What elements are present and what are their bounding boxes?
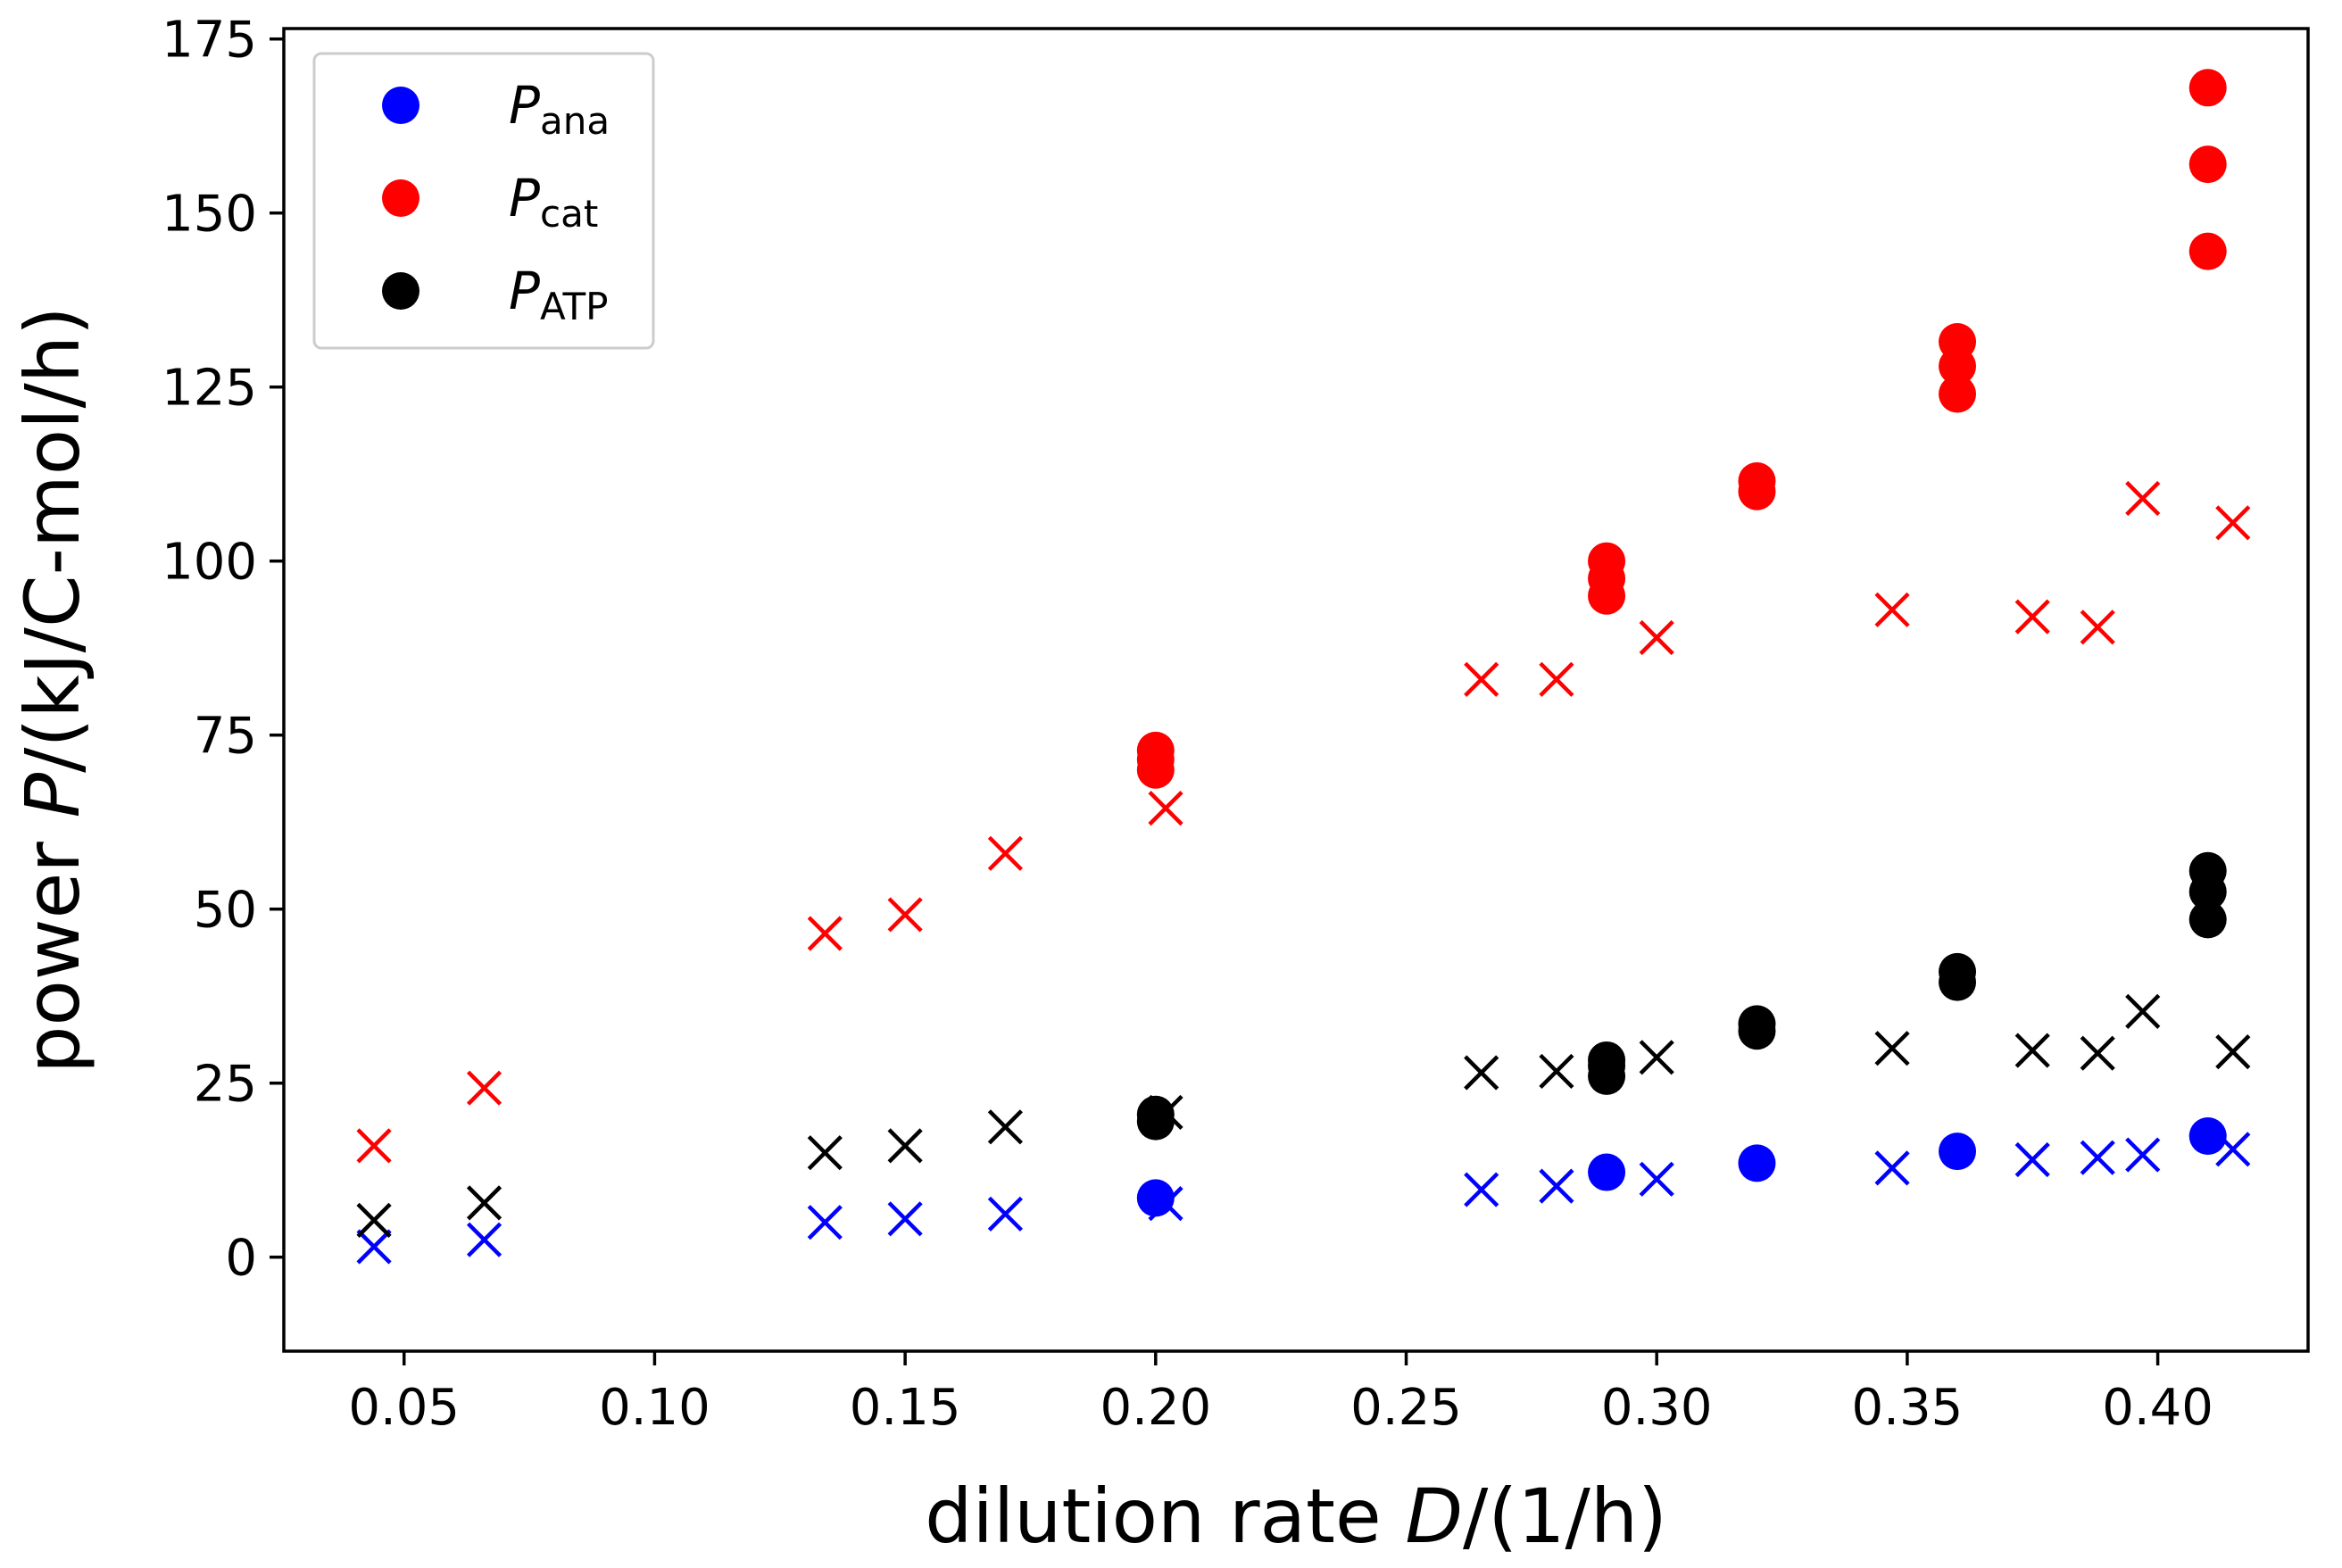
point-3-10 (2014, 1141, 2050, 1178)
point-5-10 (2014, 1033, 2050, 1068)
x-tick-label-7: 0.40 (2102, 1379, 2213, 1437)
point-1-2 (1136, 731, 1175, 769)
x-tick-label-5: 0.30 (1601, 1379, 1713, 1437)
point-3-0 (356, 1229, 392, 1265)
x-tick-label-6: 0.35 (1852, 1379, 1964, 1437)
x-axis-label: dilution rate D/(1/h) (925, 1473, 1667, 1560)
point-3-1 (466, 1222, 502, 1257)
point-2-4 (1588, 1041, 1626, 1079)
series-5 (356, 993, 2251, 1238)
point-0-2 (1738, 1144, 1776, 1182)
point-4-0 (356, 1128, 392, 1164)
point-5-2 (807, 1135, 843, 1171)
point-0-4 (2188, 1116, 2227, 1155)
point-4-4 (987, 835, 1023, 871)
data-points (356, 69, 2251, 1265)
point-2-6 (1738, 1005, 1776, 1043)
point-1-8 (1939, 375, 1977, 413)
point-5-0 (356, 1202, 392, 1238)
point-4-7 (1539, 661, 1574, 697)
point-3-8 (1639, 1161, 1674, 1197)
series-0 (1136, 1116, 2227, 1217)
y-tick-label-7: 175 (162, 12, 257, 70)
legend-label-atp: PATP (509, 261, 608, 328)
y-tick-label-0: 0 (225, 1230, 257, 1288)
point-4-13 (2215, 505, 2251, 541)
axis-ticks: 0.05 0.10 0.15 0.20 0.25 0.30 0.35 0.40 0 25 50 75 1… (162, 12, 2213, 1437)
x-tick-label-4: 0.25 (1350, 1379, 1462, 1437)
point-3-12 (2125, 1137, 2161, 1173)
y-tick-label-1: 25 (194, 1056, 257, 1114)
point-3-3 (887, 1201, 923, 1237)
x-tick-label-1: 0.10 (599, 1379, 710, 1437)
point-5-8 (1639, 1040, 1674, 1075)
point-0-3 (1939, 1132, 1977, 1171)
legend: Pana Pcat PATP (312, 52, 655, 350)
point-4-9 (1874, 592, 1910, 627)
legend-marker-atp (382, 272, 419, 310)
point-5-3 (887, 1128, 923, 1164)
point-4-5 (1148, 791, 1183, 826)
point-4-12 (2125, 480, 2161, 517)
point-1-13 (2188, 69, 2227, 107)
point-1-11 (2188, 232, 2227, 270)
y-tick-label-2: 50 (194, 882, 257, 940)
point-2-9 (2188, 900, 2227, 939)
series-4 (356, 480, 2251, 1164)
y-axis-label: power P/(kJ/C-mol/h) (9, 306, 96, 1074)
point-1-10 (1939, 323, 1977, 361)
point-4-2 (807, 916, 843, 951)
point-5-13 (2215, 1034, 2251, 1070)
point-5-11 (2080, 1035, 2115, 1071)
legend-marker-ana (382, 87, 419, 124)
point-4-3 (887, 897, 923, 933)
point-5-9 (1874, 1031, 1910, 1066)
point-5-6 (1464, 1055, 1499, 1091)
point-3-4 (987, 1196, 1023, 1232)
point-2-1 (1136, 1095, 1175, 1133)
plot-frame (282, 27, 2310, 1353)
y-tick-label-5: 125 (162, 360, 257, 418)
point-4-1 (466, 1070, 502, 1106)
point-3-2 (807, 1205, 843, 1240)
point-5-7 (1539, 1053, 1574, 1090)
x-tick-label-0: 0.05 (348, 1379, 460, 1437)
point-4-6 (1464, 661, 1499, 697)
point-4-10 (2014, 599, 2050, 635)
legend-label-ana: Pana (509, 75, 610, 143)
point-4-11 (2080, 610, 2115, 645)
point-5-1 (466, 1185, 502, 1221)
x-tick-label-2: 0.15 (850, 1379, 961, 1437)
legend-marker-cat (382, 179, 419, 217)
x-tick-label-3: 0.20 (1100, 1379, 1211, 1437)
point-5-12 (2125, 993, 2161, 1029)
y-tick-label-6: 150 (162, 186, 257, 244)
point-1-7 (1738, 462, 1776, 500)
series-2 (1136, 851, 2227, 1141)
point-3-9 (1874, 1150, 1910, 1186)
point-0-1 (1588, 1153, 1626, 1191)
point-3-11 (2080, 1140, 2115, 1175)
point-5-4 (987, 1109, 1023, 1145)
series-1 (1136, 69, 2227, 789)
legend-label-cat: Pcat (509, 168, 598, 236)
point-4-8 (1639, 619, 1674, 656)
series-3 (356, 1132, 2251, 1265)
point-2-11 (2188, 851, 2227, 890)
point-3-7 (1539, 1168, 1574, 1204)
y-tick-label-3: 75 (194, 708, 257, 766)
point-1-12 (2188, 145, 2227, 184)
point-2-8 (1939, 952, 1977, 991)
y-tick-label-4: 100 (162, 534, 257, 592)
point-0-0 (1136, 1179, 1175, 1217)
point-1-5 (1588, 542, 1626, 580)
point-3-6 (1464, 1172, 1499, 1207)
